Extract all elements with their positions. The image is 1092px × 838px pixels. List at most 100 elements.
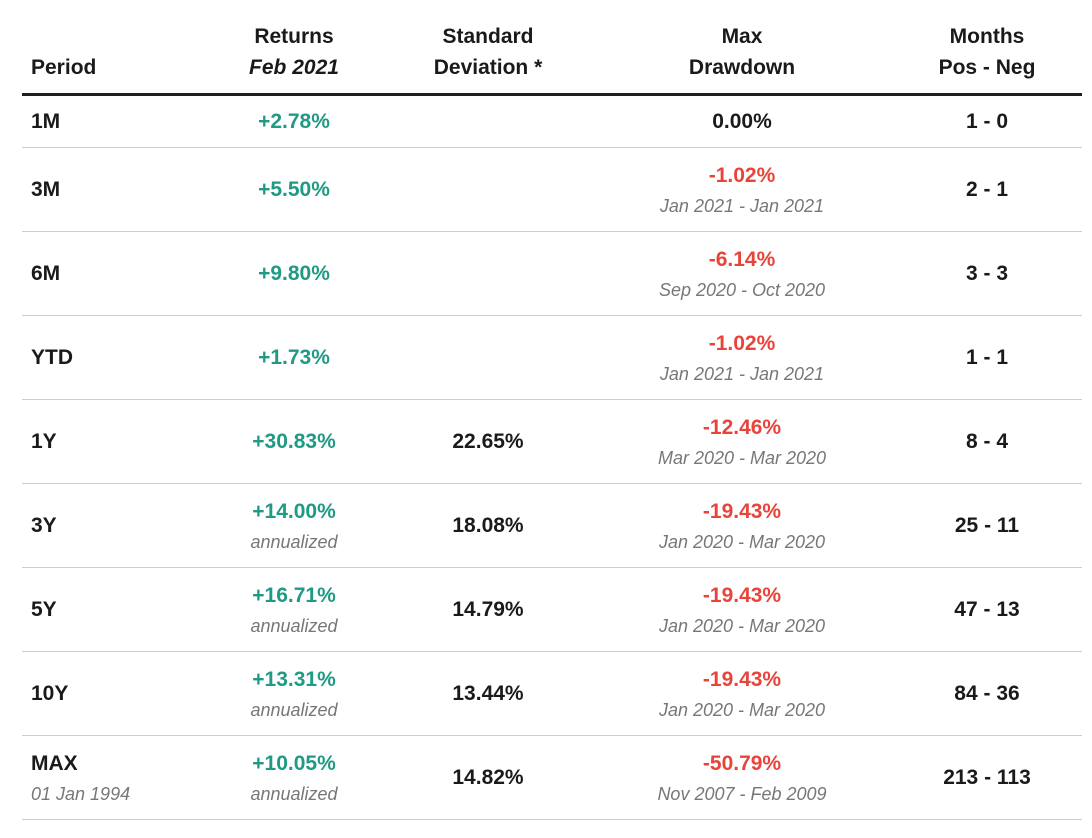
header-drawdown: Max Drawdown — [644, 21, 840, 83]
std-cell: 14.79% — [405, 568, 571, 651]
drawdown-value: -6.14% — [708, 247, 776, 271]
table-row: MAX 01 Jan 1994 +10.05% annualized 14.82% -50… — [22, 736, 1082, 820]
table-header: Period Returns Feb 2021 Standard Deviati… — [22, 0, 1082, 96]
table-row: 6M +9.80% -6.14% Sep 2020 - Oct 2020 3 - 3 — [22, 232, 1082, 316]
months-cell: 3 - 3 — [911, 232, 1063, 315]
std-cell — [405, 96, 571, 147]
drawdown-range: Jan 2021 - Jan 2021 — [659, 195, 825, 216]
period-cell: 10Y — [31, 652, 201, 735]
drawdown-range: Jan 2021 - Jan 2021 — [659, 363, 825, 384]
drawdown-value: -1.02% — [708, 163, 776, 187]
period-cell: 1Y — [31, 400, 201, 483]
returns-cell: +5.50% — [218, 148, 370, 231]
drawdown-range: Jan 2020 - Mar 2020 — [658, 615, 826, 636]
period-label: 3M — [31, 177, 61, 201]
drawdown-value: -50.79% — [702, 751, 782, 775]
drawdown-cell: 0.00% — [618, 96, 866, 147]
header-returns-label: Returns — [254, 25, 334, 48]
drawdown-cell: -50.79% Nov 2007 - Feb 2009 — [618, 736, 866, 819]
table-row: 10Y +13.31% annualized 13.44% -19.43% Jan 202… — [22, 652, 1082, 736]
months-cell: 25 - 11 — [911, 484, 1063, 567]
std-value: 18.08% — [452, 513, 524, 537]
header-returns-month: Feb 2021 — [249, 56, 339, 79]
table-row: 3Y +14.00% annualized 18.08% -19.43% Jan 2020… — [22, 484, 1082, 568]
returns-value: +1.73% — [258, 345, 330, 369]
table-row: 1Y +30.83% 22.65% -12.46% Mar 2020 - Mar 202… — [22, 400, 1082, 484]
header-period: Period — [31, 52, 96, 83]
std-cell: 18.08% — [405, 484, 571, 567]
drawdown-value: -1.02% — [708, 331, 776, 355]
std-value: 22.65% — [452, 429, 524, 453]
period-cell: 6M — [31, 232, 201, 315]
returns-value: +5.50% — [258, 177, 330, 201]
period-label: YTD — [31, 345, 73, 369]
std-cell — [405, 316, 571, 399]
std-cell: 22.65% — [405, 400, 571, 483]
header-months-label-line2: Pos - Neg — [938, 56, 1036, 79]
table-row: 1M +2.78% 0.00% 1 - 0 — [22, 96, 1082, 148]
returns-note: annualized — [250, 615, 338, 636]
months-cell: 84 - 36 — [911, 652, 1063, 735]
months-value: 25 - 11 — [954, 513, 1020, 537]
drawdown-range: Jan 2020 - Mar 2020 — [658, 531, 826, 552]
drawdown-cell: -19.43% Jan 2020 - Mar 2020 — [618, 484, 866, 567]
drawdown-range: Jan 2020 - Mar 2020 — [658, 699, 826, 720]
months-cell: 2 - 1 — [911, 148, 1063, 231]
period-cell: 3Y — [31, 484, 201, 567]
drawdown-range: Sep 2020 - Oct 2020 — [658, 279, 826, 300]
table-row: 5Y +16.71% annualized 14.79% -19.43% Jan 2020… — [22, 568, 1082, 652]
period-cell: 1M — [31, 96, 201, 147]
returns-cell: +16.71% annualized — [218, 568, 370, 651]
drawdown-cell: -12.46% Mar 2020 - Mar 2020 — [618, 400, 866, 483]
returns-note: annualized — [250, 783, 338, 804]
std-cell — [405, 232, 571, 315]
period-label: 6M — [31, 261, 61, 285]
months-value: 8 - 4 — [965, 429, 1009, 453]
period-label: 3Y — [31, 513, 57, 537]
months-value: 1 - 0 — [965, 109, 1009, 133]
drawdown-cell: -1.02% Jan 2021 - Jan 2021 — [618, 148, 866, 231]
header-std-label-line2: Deviation * — [433, 56, 543, 79]
std-value: 13.44% — [452, 681, 524, 705]
drawdown-value: -19.43% — [702, 667, 782, 691]
returns-cell: +2.78% — [218, 96, 370, 147]
std-cell: 14.82% — [405, 736, 571, 819]
returns-cell: +1.73% — [218, 316, 370, 399]
header-period-label: Period — [31, 56, 97, 79]
months-value: 213 - 113 — [943, 765, 1031, 789]
returns-cell: +9.80% — [218, 232, 370, 315]
returns-value: +9.80% — [258, 261, 330, 285]
period-start-date: 01 Jan 1994 — [31, 783, 131, 804]
header-drawdown-label-line2: Drawdown — [688, 56, 796, 79]
months-value: 3 - 3 — [965, 261, 1009, 285]
drawdown-cell: -6.14% Sep 2020 - Oct 2020 — [618, 232, 866, 315]
returns-cell: +30.83% — [218, 400, 370, 483]
months-cell: 8 - 4 — [911, 400, 1063, 483]
months-cell: 1 - 1 — [911, 316, 1063, 399]
months-cell: 213 - 113 — [911, 736, 1063, 819]
months-cell: 47 - 13 — [911, 568, 1063, 651]
drawdown-value: -19.43% — [702, 583, 782, 607]
period-label: 5Y — [31, 597, 57, 621]
std-cell — [405, 148, 571, 231]
std-value: 14.82% — [452, 765, 524, 789]
std-cell: 13.44% — [405, 652, 571, 735]
header-std-label-line1: Standard — [442, 25, 534, 48]
returns-value: +10.05% — [252, 751, 336, 775]
drawdown-range: Mar 2020 - Mar 2020 — [657, 447, 827, 468]
drawdown-value: 0.00% — [712, 109, 772, 133]
drawdown-range: Nov 2007 - Feb 2009 — [657, 783, 827, 804]
std-value: 14.79% — [452, 597, 524, 621]
table-body: 1M +2.78% 0.00% 1 - 0 3M +5.50% -1.02% Jan 2021… — [22, 96, 1082, 820]
months-value: 47 - 13 — [954, 597, 1020, 621]
returns-note: annualized — [250, 531, 338, 552]
header-months-label-line1: Months — [949, 25, 1025, 48]
drawdown-cell: -19.43% Jan 2020 - Mar 2020 — [618, 652, 866, 735]
months-value: 1 - 1 — [965, 345, 1009, 369]
returns-value: +30.83% — [252, 429, 336, 453]
returns-note: annualized — [250, 699, 338, 720]
header-months: Months Pos - Neg — [911, 21, 1063, 83]
period-cell: 5Y — [31, 568, 201, 651]
returns-value: +14.00% — [252, 499, 336, 523]
period-label: MAX — [31, 751, 78, 775]
